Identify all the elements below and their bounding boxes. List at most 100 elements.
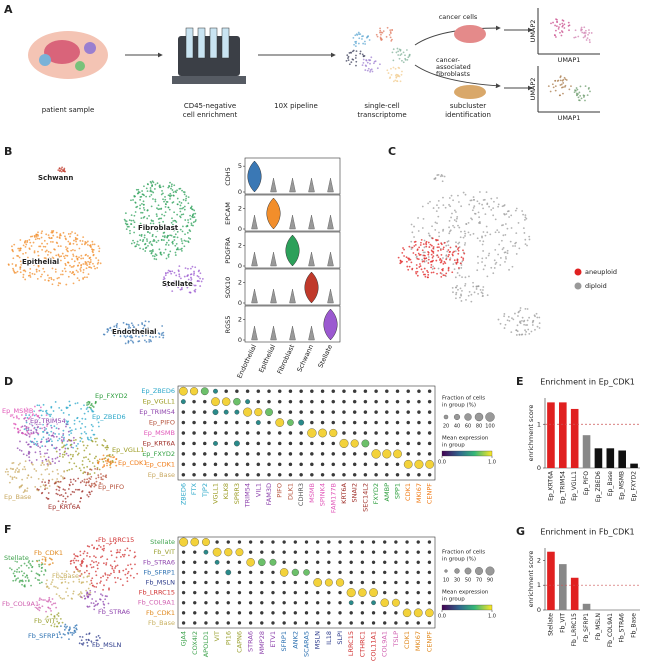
umap-point (50, 613, 53, 616)
umap-point (11, 245, 13, 248)
umap-point (22, 432, 25, 435)
umap-point (502, 234, 505, 237)
decor-dot (579, 95, 582, 97)
decor-dot (362, 55, 365, 57)
umap-point (99, 262, 102, 265)
umap-point (110, 572, 112, 575)
umap-point (137, 324, 140, 326)
umap-point (140, 217, 143, 219)
arrow (414, 25, 501, 46)
umap-point (187, 237, 190, 239)
umap-point (61, 441, 64, 444)
dot (193, 560, 197, 564)
umap-point (181, 230, 184, 233)
umap-point (417, 217, 419, 219)
dot (237, 580, 242, 585)
dot (427, 601, 432, 605)
umap-point (46, 274, 49, 277)
dot (277, 431, 282, 435)
decor-dot (347, 59, 350, 62)
umap-point (144, 243, 146, 246)
decor-dot (396, 74, 399, 76)
chart-title: Enrichment in Ep_CDK1 (540, 378, 635, 387)
umap-point (51, 267, 54, 270)
umap-point (133, 556, 136, 559)
umap-point (83, 404, 85, 407)
umap-point (29, 241, 32, 244)
umap-point (176, 236, 179, 239)
umap-point (108, 455, 111, 458)
umap-point (449, 257, 452, 260)
umap-point (37, 254, 40, 257)
umap-point (133, 551, 136, 554)
umap-point (171, 270, 174, 273)
decor-dot (346, 54, 349, 57)
umap-point (410, 261, 413, 264)
umap-point (103, 438, 105, 441)
decor-dot (580, 29, 582, 32)
umap-point (34, 486, 37, 488)
umap-point (131, 324, 134, 327)
umap-point (125, 228, 128, 231)
umap-point (48, 413, 51, 416)
umap-point (38, 574, 41, 577)
umap-point (70, 439, 73, 442)
umap-point (22, 244, 25, 247)
dot (395, 431, 400, 435)
umap-point (27, 567, 30, 569)
umap-point (88, 555, 91, 558)
umap-point (85, 267, 88, 270)
umap-point (72, 592, 75, 595)
umap-point (88, 545, 91, 548)
dot (374, 473, 378, 477)
umap-point (460, 230, 462, 233)
step-label: identification (445, 111, 491, 119)
gene-label: CENPF (425, 631, 433, 652)
umap-point (73, 626, 76, 629)
dot (226, 611, 230, 615)
umap-point (42, 403, 45, 406)
umap-point (68, 400, 71, 403)
umap-point (37, 477, 40, 480)
umap-point (130, 339, 132, 342)
umap-point (413, 225, 415, 228)
umap-point (492, 214, 495, 217)
umap-point (49, 462, 52, 465)
decor-dot (353, 43, 355, 46)
y-tick-label: 0 (537, 464, 541, 472)
umap-point (48, 257, 51, 260)
umap-point (81, 463, 84, 466)
umap-point (147, 326, 149, 329)
umap-point (80, 639, 83, 642)
umap-point (46, 585, 49, 588)
dot (331, 389, 336, 393)
umap-point (176, 197, 179, 200)
umap-point (123, 555, 125, 558)
umap-point (437, 256, 440, 259)
umap-point (63, 477, 66, 480)
umap-point (20, 414, 23, 416)
decor-dot (347, 55, 350, 58)
umap-point (38, 416, 41, 419)
umap-point (53, 447, 56, 450)
umap-point (38, 603, 41, 606)
umap-point (86, 545, 89, 547)
umap-point (182, 198, 185, 201)
umap-point (107, 458, 110, 461)
umap-point (86, 473, 89, 476)
umap-point (95, 574, 98, 577)
dot (181, 570, 186, 575)
dot (193, 580, 197, 585)
umap-point (14, 560, 17, 562)
umap-point (57, 500, 60, 503)
dot (192, 452, 196, 456)
umap-point (484, 213, 487, 216)
umap-point (447, 249, 450, 251)
umap-point (110, 455, 112, 458)
umap-point (90, 582, 93, 585)
cluster-label: Ep_TRIM54 (30, 417, 66, 425)
umap-point (47, 279, 50, 282)
umap-point (69, 631, 72, 634)
panel-label: B (4, 145, 12, 158)
umap-point (93, 485, 96, 488)
